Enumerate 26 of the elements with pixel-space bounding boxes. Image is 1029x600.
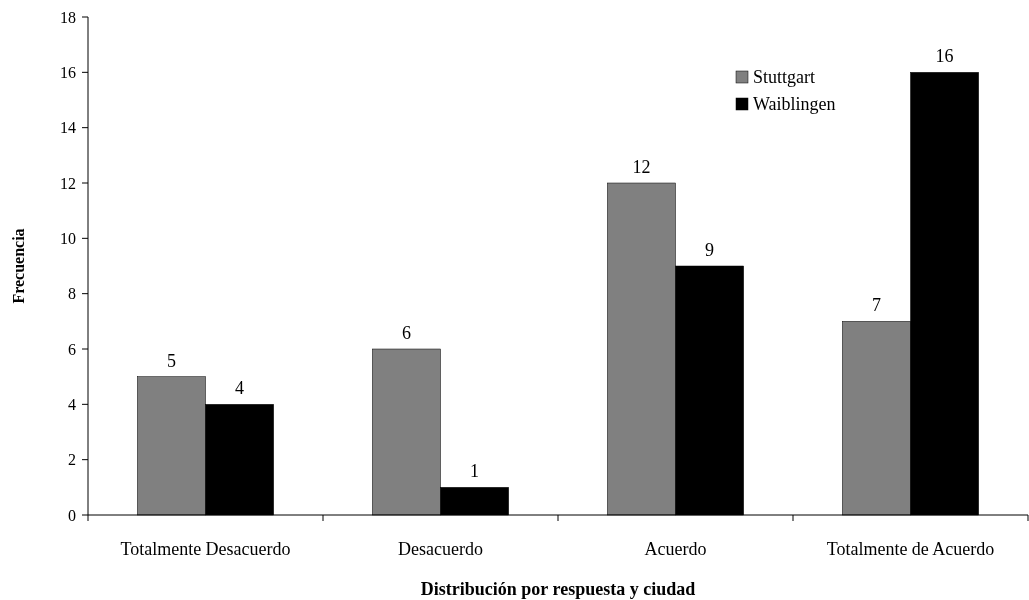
y-tick-label: 6 — [68, 340, 76, 358]
x-axis-title: Distribución por respuesta y ciudad — [420, 579, 696, 599]
legend-label: Waiblingen — [753, 94, 836, 115]
data-label: 5 — [166, 350, 176, 371]
legend-label: Stuttgart — [753, 67, 815, 88]
y-tick-label: 16 — [60, 63, 76, 81]
y-tick-label: 2 — [68, 451, 76, 469]
y-tick-label: 0 — [68, 506, 76, 524]
y-tick-label: 18 — [60, 8, 76, 26]
data-label: 16 — [935, 46, 954, 67]
data-label: 7 — [871, 295, 881, 316]
x-tick-label: Acuerdo — [644, 539, 707, 559]
y-tick-label: 8 — [68, 285, 76, 303]
data-label: 4 — [235, 378, 245, 399]
x-tick-label: Totalmente de Acuerdo — [826, 539, 995, 559]
x-tick-label: Desacuerdo — [398, 539, 483, 559]
y-tick-label: 12 — [60, 174, 76, 192]
y-axis-title: Frecuencia — [10, 228, 27, 304]
data-label: 12 — [632, 157, 651, 177]
x-tick-label: Totalmente Desacuerdo — [120, 539, 291, 559]
data-label: 9 — [705, 240, 715, 260]
y-tick-label: 4 — [68, 395, 76, 413]
data-label: 1 — [470, 461, 480, 482]
y-tick-label: 14 — [60, 119, 76, 137]
data-label: 6 — [401, 323, 411, 343]
y-tick-label: 10 — [60, 229, 76, 247]
